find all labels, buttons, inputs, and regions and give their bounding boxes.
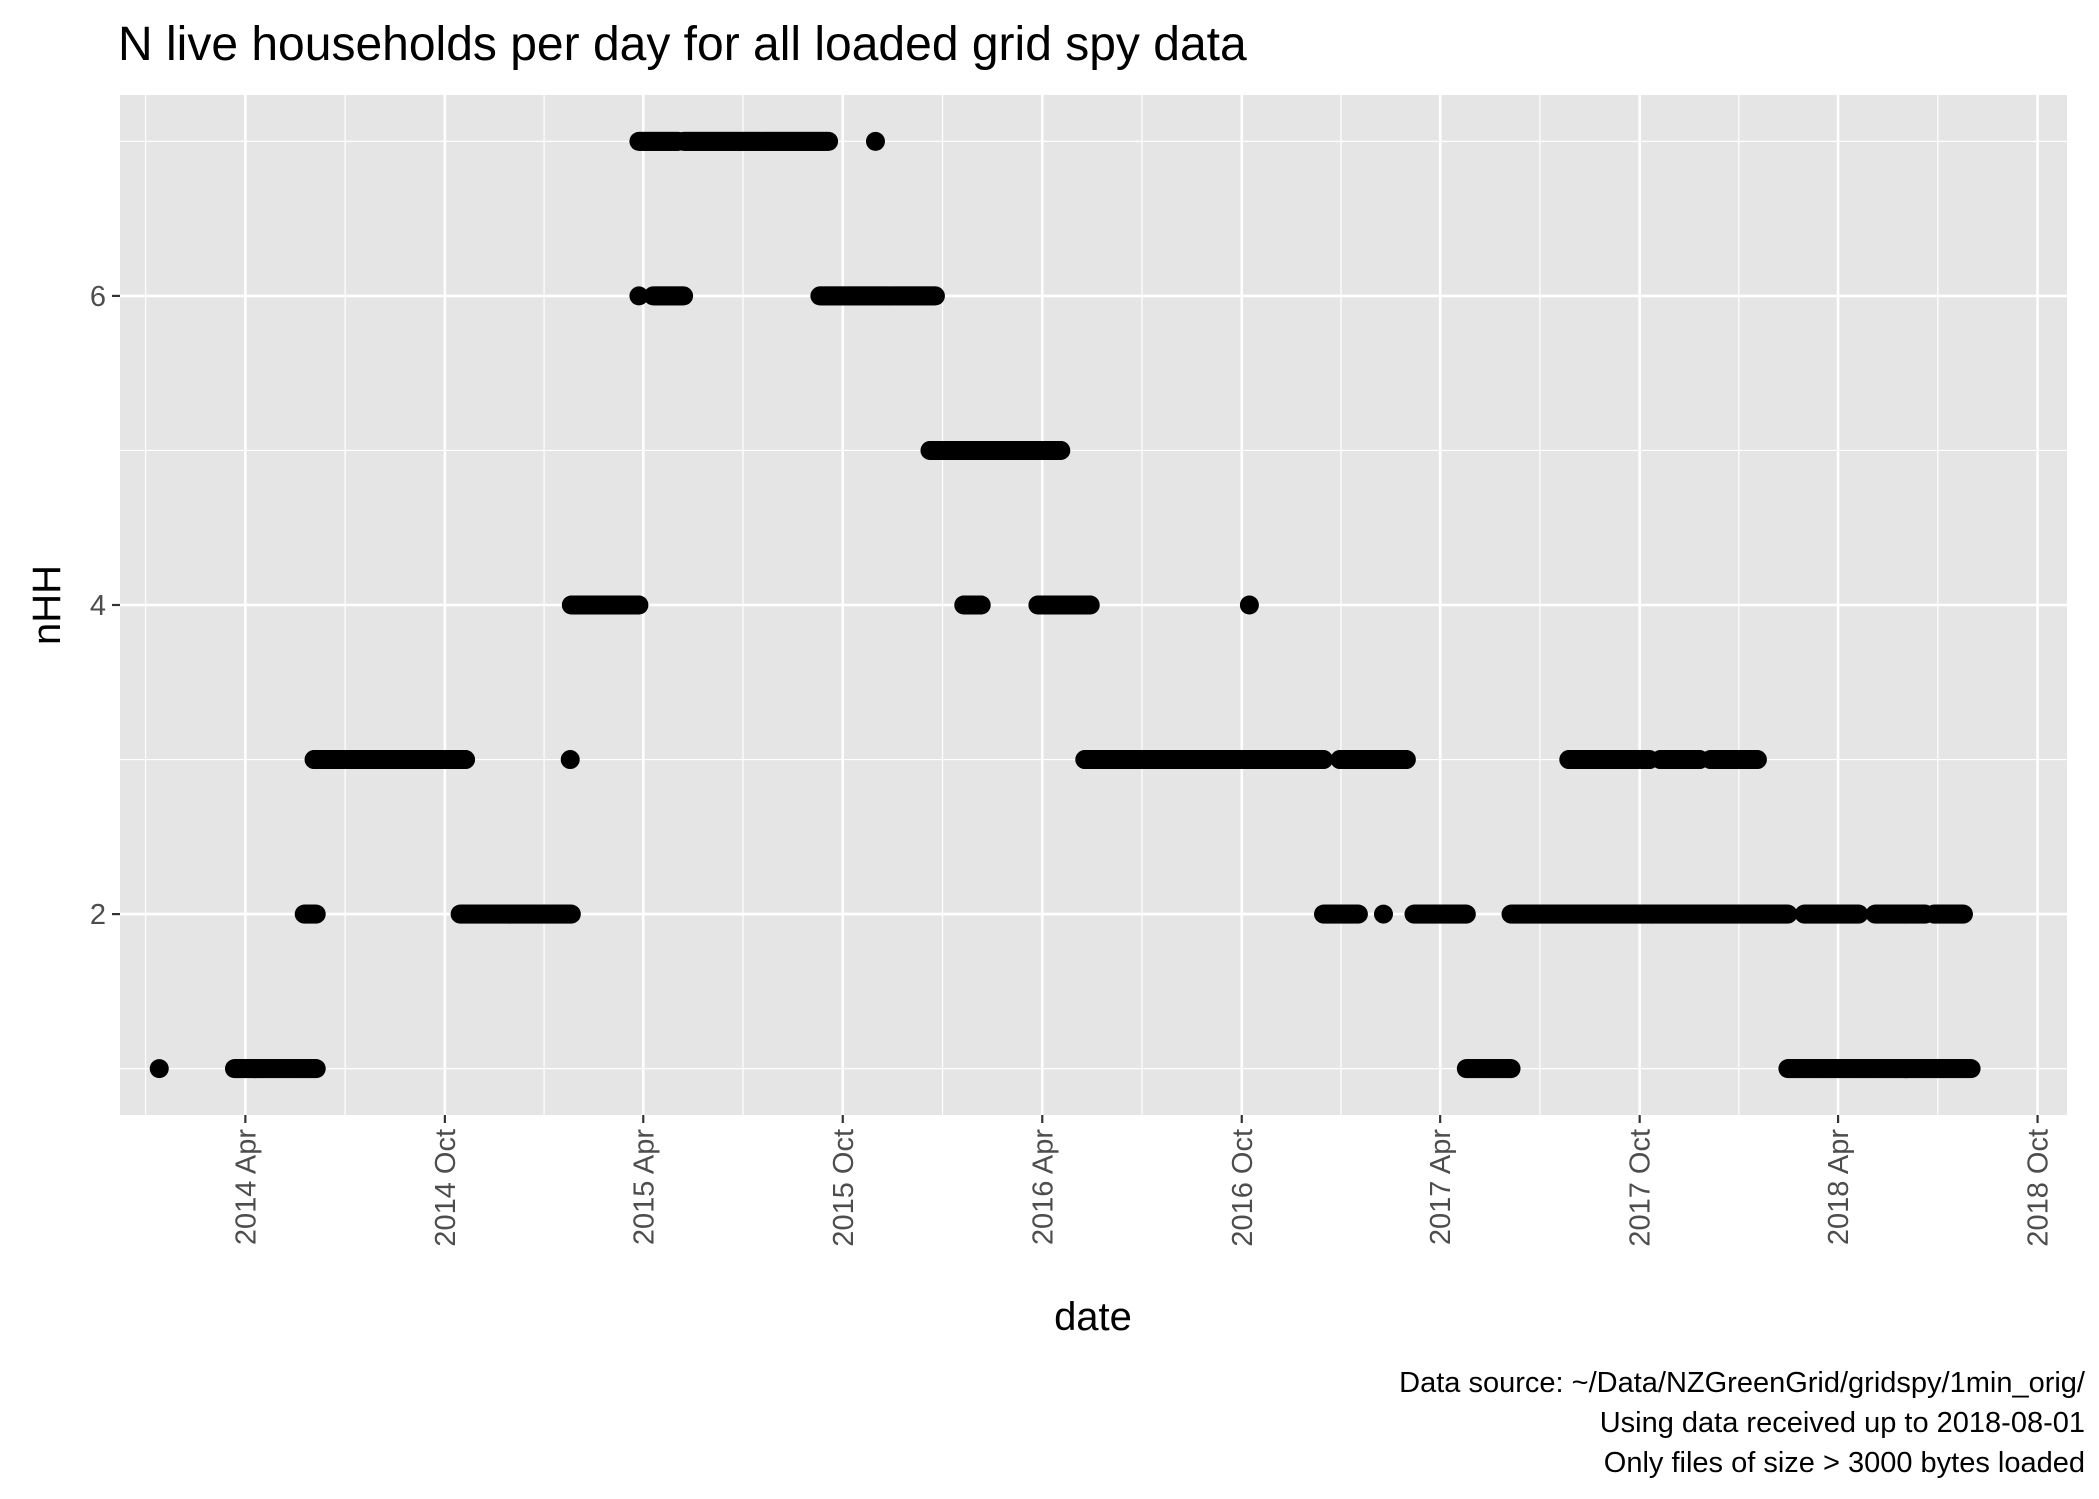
data-point [561, 904, 581, 924]
y-tick-label: 2 [90, 899, 106, 931]
y-tick-label: 6 [90, 281, 106, 313]
data-point [1051, 440, 1071, 460]
data-point [865, 131, 885, 151]
data-point [1239, 595, 1259, 615]
data-point [1396, 750, 1416, 770]
caption-line-1: Data source: ~/Data/NZGreenGrid/gridspy/… [1399, 1367, 2086, 1399]
data-point [1501, 1059, 1521, 1079]
data-point [560, 750, 580, 770]
chart-title: N live households per day for all loaded… [118, 18, 1247, 71]
data-point [1456, 904, 1476, 924]
x-tick-label: 2014 Apr [230, 1129, 262, 1245]
data-point [1961, 1059, 1981, 1079]
data-point [1747, 750, 1767, 770]
x-tick-label: 2016 Oct [1227, 1129, 1259, 1247]
data-point [971, 595, 991, 615]
data-point [306, 904, 326, 924]
data-point [925, 286, 945, 306]
data-point [1953, 904, 1973, 924]
data-point [819, 131, 839, 151]
x-tick-label: 2016 Apr [1027, 1129, 1059, 1245]
caption-line-3: Only files of size > 3000 bytes loaded [1604, 1447, 2085, 1479]
data-point [629, 595, 649, 615]
data-point [1849, 904, 1869, 924]
y-axis: 2 4 6 [90, 281, 120, 931]
x-tick-label: 2018 Apr [1823, 1129, 1855, 1245]
x-tick-label: 2017 Oct [1625, 1129, 1657, 1247]
x-tick-label: 2015 Oct [828, 1129, 860, 1247]
data-points [149, 131, 1981, 1079]
data-point [456, 750, 476, 770]
x-tick-label: 2015 Apr [628, 1129, 660, 1245]
data-point [1348, 904, 1368, 924]
data-point [629, 286, 649, 306]
data-point [1778, 904, 1798, 924]
data-point [674, 286, 694, 306]
x-tick-label: 2018 Oct [2023, 1129, 2055, 1247]
caption-line-2: Using data received up to 2018-08-01 [1600, 1407, 2085, 1439]
y-axis-title: nHH [25, 565, 69, 645]
data-point [1314, 750, 1334, 770]
y-tick-label: 4 [90, 590, 106, 622]
x-axis-title: date [1054, 1295, 1132, 1339]
x-axis: 2014 Apr 2014 Oct 2015 Apr 2015 Oct 2016 Apr… [230, 1115, 2055, 1247]
data-point [149, 1059, 169, 1079]
data-point [1373, 904, 1393, 924]
x-tick-label: 2017 Apr [1425, 1129, 1457, 1245]
data-point [306, 1059, 326, 1079]
x-tick-label: 2014 Oct [430, 1129, 462, 1247]
data-point [1080, 595, 1100, 615]
